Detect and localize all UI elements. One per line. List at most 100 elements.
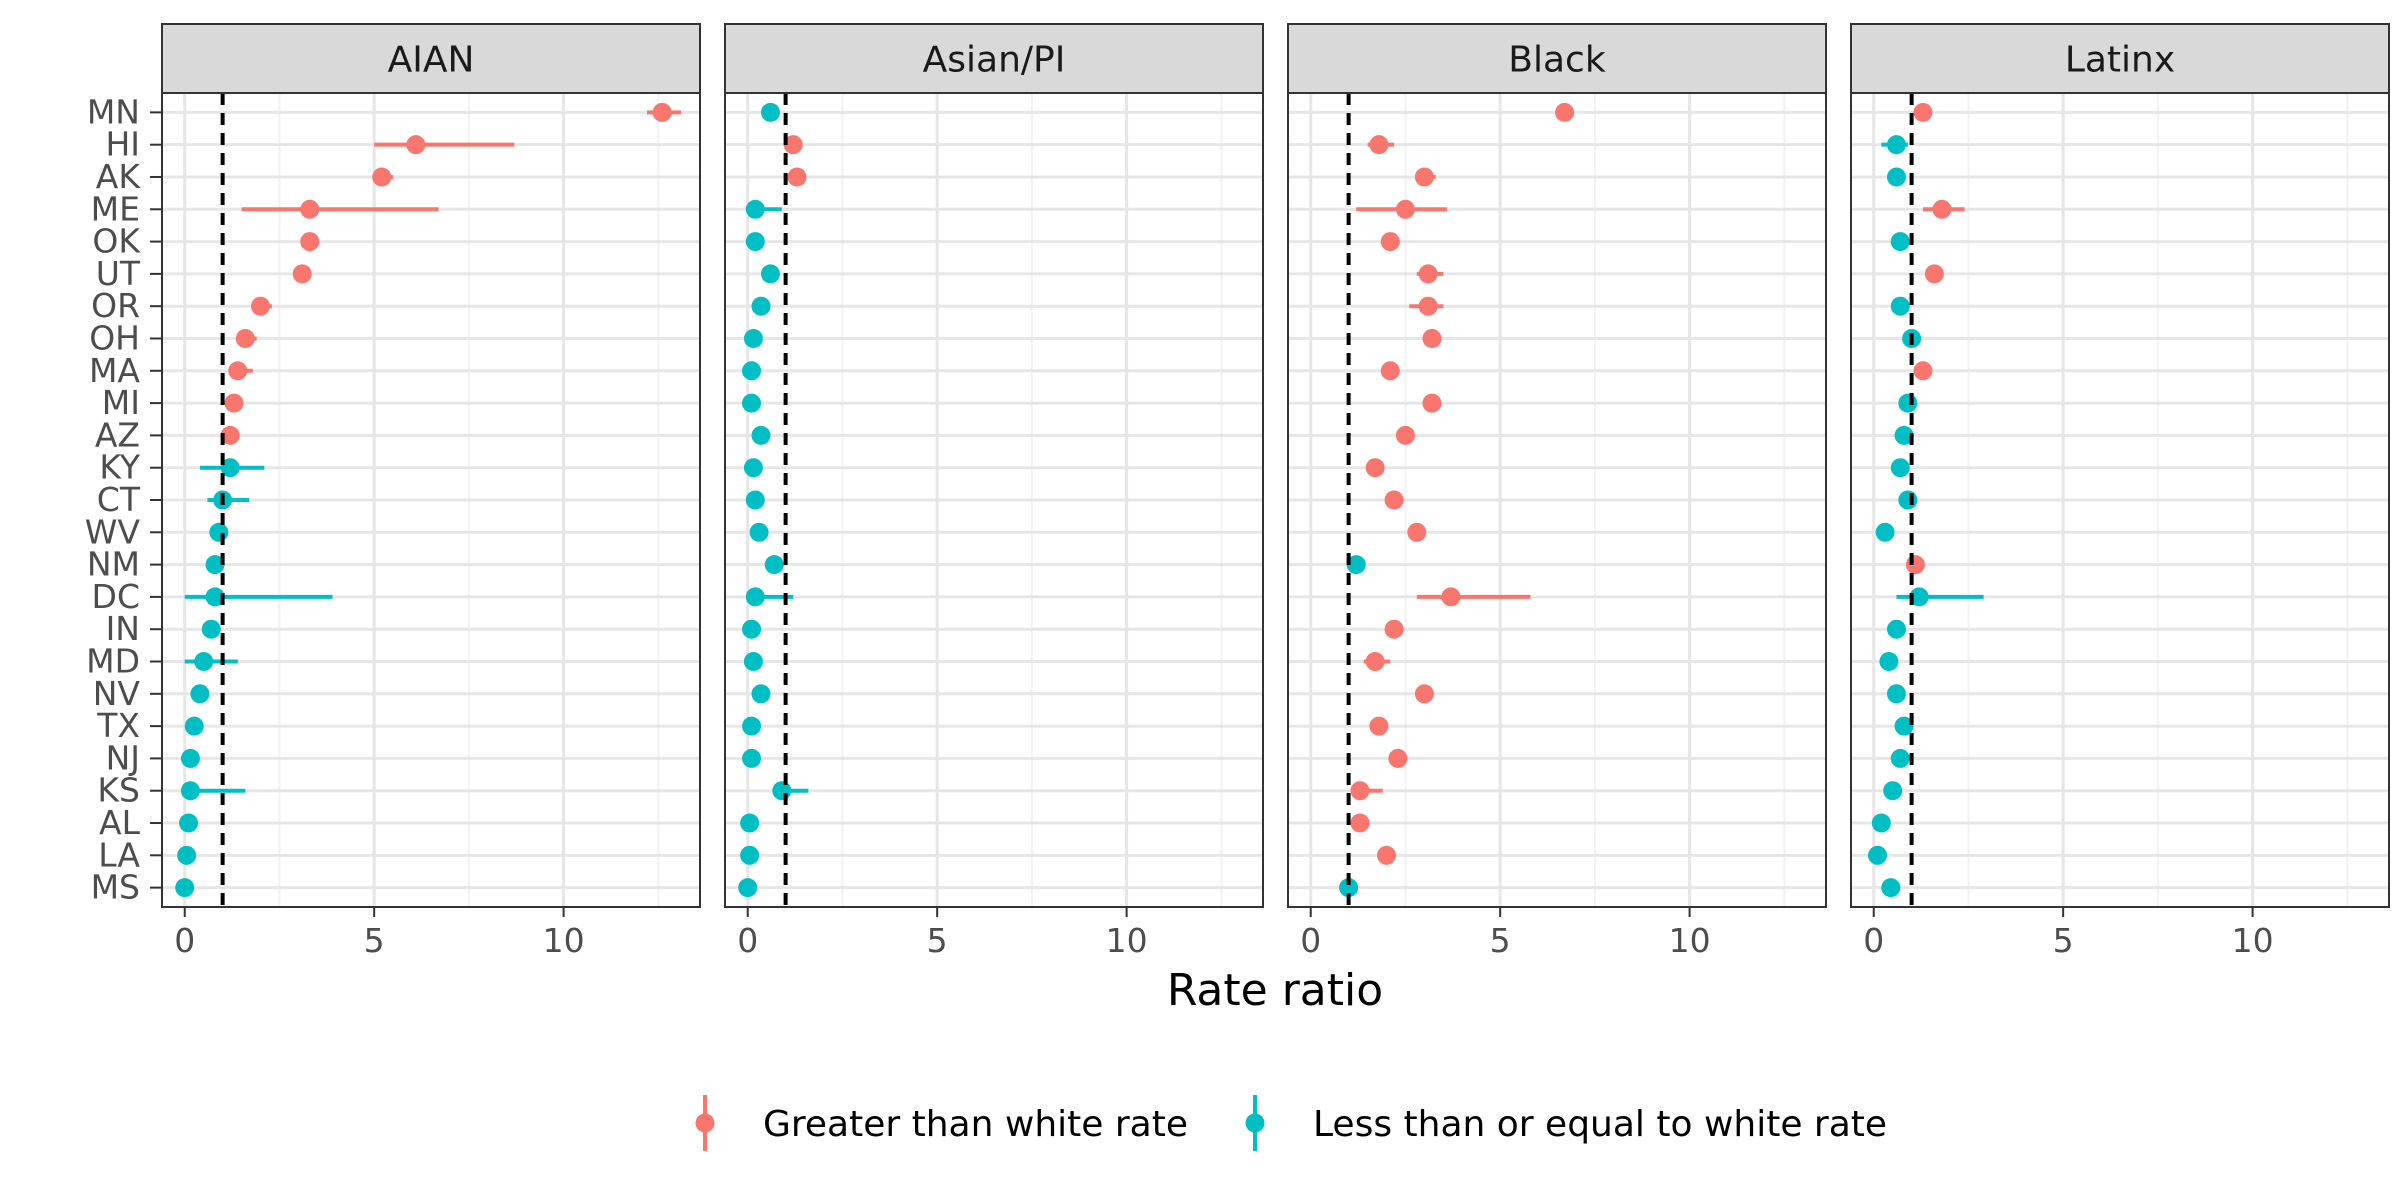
point-latinx-ct <box>1898 490 1918 510</box>
point-aian-ak <box>372 167 392 187</box>
point-asian-pi-ok <box>745 232 765 252</box>
y-tick-label-la: LA <box>98 835 140 874</box>
point-black-ok <box>1380 232 1400 252</box>
point-black-or <box>1418 296 1438 316</box>
point-latinx-ma <box>1913 361 1933 381</box>
point-aian-ut <box>292 264 312 284</box>
point-asian-pi-nv <box>751 684 771 704</box>
x-tick-label: 5 <box>364 921 385 960</box>
panel-border <box>724 92 1264 908</box>
y-tick-label-ok: OK <box>92 222 141 261</box>
point-aian-az <box>220 425 240 445</box>
y-tick-label-al: AL <box>99 803 141 842</box>
y-tick-label-tx: TX <box>96 706 140 745</box>
facet-black: Black 0 5 10 <box>1287 23 1827 960</box>
point-asian-pi-wv <box>749 522 769 542</box>
point-black-md <box>1365 652 1385 672</box>
point-black-nm <box>1346 555 1366 575</box>
point-black-la <box>1377 845 1397 865</box>
point-aian-me <box>300 199 320 219</box>
point-asian-pi-oh <box>743 328 763 348</box>
point-aian-ms <box>175 878 195 898</box>
x-tick-label: 10 <box>2232 921 2274 960</box>
x-tick-label: 10 <box>1669 921 1711 960</box>
point-aian-tx <box>184 716 204 736</box>
point-latinx-or <box>1890 296 1910 316</box>
y-tick-label-in: IN <box>106 609 140 648</box>
point-black-ks <box>1350 781 1370 801</box>
y-tick-label-md: MD <box>86 642 140 681</box>
y-tick-label-nv: NV <box>93 674 141 713</box>
point-latinx-ut <box>1924 264 1944 284</box>
facet-strip-label: Latinx <box>2065 40 2175 81</box>
facet-strip-label: AIAN <box>388 40 475 81</box>
y-tick-label-me: ME <box>91 189 140 228</box>
point-black-dc <box>1441 587 1461 607</box>
point-black-me <box>1395 199 1415 219</box>
point-asian-pi-hi <box>783 135 803 155</box>
x-tick-label: 0 <box>1300 921 1321 960</box>
point-aian-md <box>194 652 214 672</box>
facet-strip-label: Black <box>1508 40 1606 81</box>
facet-strip <box>161 23 701 94</box>
point-asian-pi-ak <box>787 167 807 187</box>
panel-border <box>1850 92 2390 908</box>
point-aian-nm <box>205 555 225 575</box>
y-tick-label-or: OR <box>91 286 140 325</box>
point-aian-mi <box>224 393 244 413</box>
point-asian-pi-dc <box>745 587 765 607</box>
facet-strip <box>724 23 1264 94</box>
point-asian-pi-az <box>751 425 771 445</box>
point-latinx-in <box>1886 619 1906 639</box>
x-tick-label: 0 <box>737 921 758 960</box>
y-tick-label-hi: HI <box>105 125 140 164</box>
point-black-hi <box>1369 135 1389 155</box>
point-black-ky <box>1365 458 1385 478</box>
point-latinx-ok <box>1890 232 1910 252</box>
y-tick-label-az: AZ <box>95 415 140 454</box>
point-aian-in <box>201 619 221 639</box>
point-latinx-nv <box>1886 684 1906 704</box>
point-asian-pi-al <box>740 813 760 833</box>
point-black-nv <box>1414 684 1434 704</box>
legend-label: Less than or equal to white rate <box>1313 1104 1887 1145</box>
point-black-oh <box>1422 328 1442 348</box>
point-latinx-mi <box>1898 393 1918 413</box>
point-asian-pi-ks <box>772 781 792 801</box>
point-asian-pi-or <box>751 296 771 316</box>
point-black-az <box>1395 425 1415 445</box>
point-asian-pi-ms <box>738 878 758 898</box>
y-tick-label-nm: NM <box>87 545 140 584</box>
point-latinx-md <box>1879 652 1899 672</box>
point-latinx-mn <box>1913 102 1933 122</box>
y-tick-label-mi: MI <box>102 383 140 422</box>
point-asian-pi-mi <box>742 393 762 413</box>
y-tick-label-ct: CT <box>97 480 141 519</box>
point-asian-pi-la <box>740 845 760 865</box>
point-latinx-wv <box>1875 522 1895 542</box>
point-asian-pi-tx <box>742 716 762 736</box>
legend-item-gt: Greater than white rate <box>695 1095 1188 1151</box>
legend: Greater than white rate Less than or equa… <box>695 1095 1887 1151</box>
x-tick-label: 5 <box>2053 921 2074 960</box>
y-tick-label-ky: KY <box>99 448 140 487</box>
y-tick-label-ak: AK <box>96 157 142 196</box>
point-asian-pi-nm <box>764 555 784 575</box>
point-latinx-me <box>1932 199 1952 219</box>
point-latinx-dc <box>1909 587 1929 607</box>
point-aian-nv <box>190 684 210 704</box>
y-tick-label-nj: NJ <box>106 738 140 777</box>
legend-key-point <box>695 1113 715 1133</box>
point-black-nj <box>1388 748 1408 768</box>
y-tick-label-mn: MN <box>87 92 140 131</box>
point-asian-pi-nj <box>742 748 762 768</box>
point-asian-pi-in <box>742 619 762 639</box>
point-black-ct <box>1384 490 1404 510</box>
point-latinx-la <box>1868 845 1888 865</box>
point-aian-mn <box>652 102 672 122</box>
point-latinx-ms <box>1881 878 1901 898</box>
y-tick-label-ma: MA <box>89 351 140 390</box>
x-tick-label: 5 <box>1490 921 1511 960</box>
point-aian-dc <box>205 587 225 607</box>
